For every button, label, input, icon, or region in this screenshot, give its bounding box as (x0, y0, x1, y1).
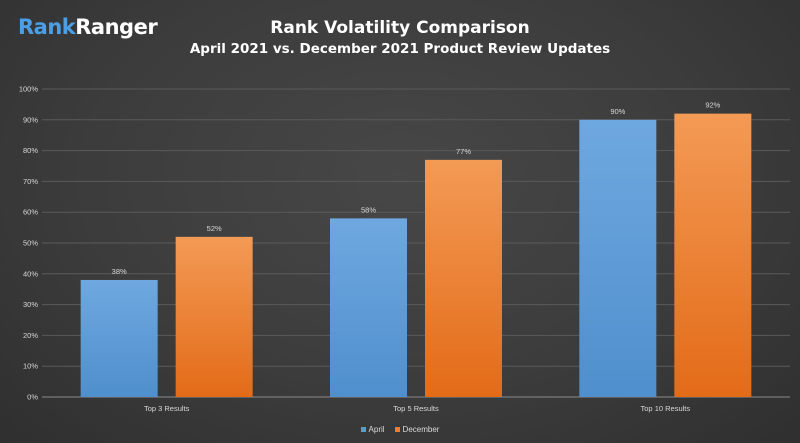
data-label-december: 77% (456, 147, 471, 156)
bar-december (674, 113, 752, 397)
legend-item-april: April (360, 425, 385, 434)
legend-label-december: December (402, 425, 440, 434)
bar-december (175, 236, 253, 397)
logo-part-rank: Rank (18, 15, 76, 39)
y-tick-label: 70% (23, 177, 38, 186)
data-label-april: 58% (361, 205, 376, 214)
legend-label-april: April (368, 425, 385, 434)
y-tick-label: 80% (23, 146, 38, 155)
legend-swatch-april (360, 427, 366, 432)
legend-swatch-december (394, 427, 400, 432)
data-label-december: 92% (705, 101, 720, 110)
bar-april (80, 279, 158, 397)
y-tick-label: 20% (23, 331, 38, 340)
data-label-april: 38% (112, 267, 127, 276)
y-tick-label: 50% (23, 239, 38, 248)
y-tick-label: 100% (19, 85, 39, 94)
y-tick-label: 40% (23, 269, 38, 278)
x-tick-label: Top 10 Results (641, 404, 691, 413)
legend-item-december: December (394, 425, 440, 434)
data-label-april: 90% (610, 107, 625, 116)
rankranger-logo: RankRanger (18, 15, 158, 39)
x-tick-label: Top 5 Results (393, 404, 439, 413)
y-tick-label: 60% (23, 208, 38, 217)
y-tick-label: 30% (23, 300, 38, 309)
chart-title: Rank Volatility Comparison (270, 18, 530, 38)
y-tick-label: 0% (27, 393, 38, 402)
x-tick-label: Top 3 Results (144, 404, 190, 413)
chart-legend: April December (0, 425, 800, 434)
logo-part-ranger: Ranger (75, 15, 158, 39)
bar-april (579, 119, 657, 398)
bar-december (425, 159, 502, 397)
chart-subtitle: April 2021 vs. December 2021 Product Rev… (189, 41, 611, 57)
data-label-december: 52% (207, 224, 222, 233)
bar-april (330, 218, 407, 397)
y-tick-label: 10% (23, 362, 38, 371)
y-tick-label: 90% (23, 115, 38, 124)
